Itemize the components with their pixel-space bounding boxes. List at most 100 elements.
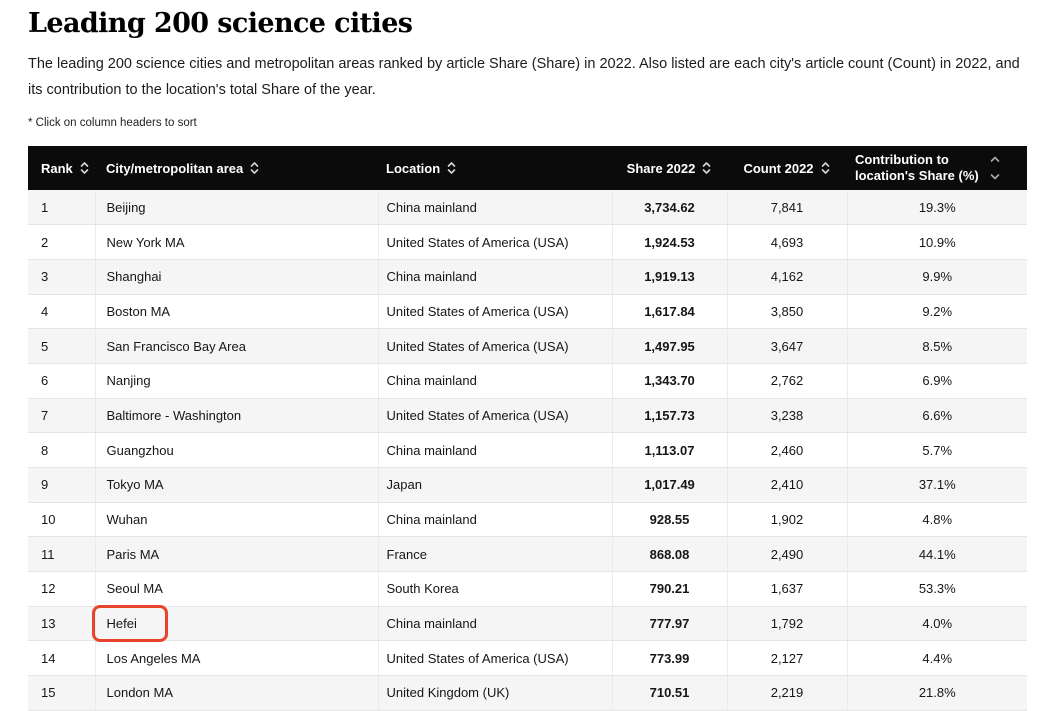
sort-icon [250,162,259,174]
science-cities-table: Rank City/metropolitan area Location Sha… [28,146,1027,711]
column-header-rank[interactable]: Rank [28,146,95,190]
table-row: 3 Shanghai China mainland 1,919.13 4,162… [28,259,1027,295]
table-row: 13 Hefei China mainland 777.97 1,792 4.0… [28,604,1027,642]
count-cell: 2,127 [726,640,847,676]
location-cell: United States of America (USA) [377,640,612,676]
table-row: 10 Wuhan China mainland 928.55 1,902 4.8… [28,502,1027,538]
column-header-contribution[interactable]: Contribution to location's Share (%) [847,146,1027,190]
rank-cell: 9 [28,467,95,503]
city-name: Nanjing [106,373,151,389]
city-name: Beijing [106,199,146,215]
table-row: 9 Tokyo MA Japan 1,017.49 2,410 37.1% [28,467,1027,503]
count-cell: 1,902 [726,502,847,538]
contribution-cell: 4.0% [846,606,1027,642]
location-cell: China mainland [377,259,612,295]
location-cell: China mainland [377,190,612,226]
column-label-share-2022: Share 2022 [626,160,696,176]
sort-note: * Click on column headers to sort [28,117,197,129]
share-cell: 1,157.73 [611,398,727,434]
column-header-share-2022[interactable]: Share 2022 [612,146,727,190]
city-name: London MA [106,685,174,701]
location-cell: United Kingdom (UK) [377,675,612,711]
city-name: San Francisco Bay Area [106,338,246,354]
city-name: Tokyo MA [106,477,164,493]
city-name: Paris MA [106,546,160,562]
column-label-location: Location [386,160,441,176]
contribution-cell: 5.7% [846,432,1027,468]
column-header-location[interactable]: Location [378,146,612,190]
city-name: Hefei [106,615,137,631]
location-cell: South Korea [377,571,612,607]
count-cell: 3,238 [726,398,847,434]
share-cell: 1,497.95 [611,328,727,364]
location-cell: China mainland [377,502,612,538]
share-cell: 1,113.07 [611,432,727,468]
city-cell: San Francisco Bay Area [94,328,378,364]
location-cell: United States of America (USA) [377,328,612,364]
column-label-count-2022: Count 2022 [743,160,814,176]
column-label-contribution-line-1: Contribution to [855,152,949,167]
count-cell: 4,162 [726,259,847,295]
sort-icon [703,162,711,174]
sort-icon [447,162,456,174]
count-cell: 1,637 [726,571,847,607]
table-row: 2 New York MA United States of America (… [28,224,1027,260]
table-row: 12 Seoul MA South Korea 790.21 1,637 53.… [28,571,1027,607]
count-cell: 3,850 [726,294,847,330]
contribution-cell: 4.8% [846,502,1027,538]
table-row: 14 Los Angeles MA United States of Ameri… [28,640,1027,676]
city-name: Guangzhou [106,442,174,458]
column-label-city: City/metropolitan area [106,160,244,176]
location-cell: China mainland [377,606,612,642]
contribution-cell: 19.3% [846,190,1027,226]
location-cell: China mainland [377,432,612,468]
city-cell: Beijing [94,190,378,226]
location-cell: Japan [377,467,612,503]
table-row: 15 London MA United Kingdom (UK) 710.51 … [28,675,1027,711]
count-cell: 2,762 [726,363,847,399]
count-cell: 2,460 [726,432,847,468]
city-cell: Tokyo MA [94,467,378,503]
contribution-cell: 53.3% [846,571,1027,607]
rank-cell: 1 [28,190,95,226]
header-row: Rank City/metropolitan area Location Sha… [28,146,1027,190]
contribution-cell: 10.9% [846,224,1027,260]
contribution-cell: 9.9% [846,259,1027,295]
share-cell: 1,617.84 [611,294,727,330]
location-cell: China mainland [377,363,612,399]
share-cell: 1,924.53 [611,224,727,260]
page-title: Leading 200 science cities [28,8,413,39]
rank-cell: 10 [28,502,95,538]
column-header-city[interactable]: City/metropolitan area [95,146,378,190]
count-cell: 2,219 [726,675,847,711]
sort-icon [821,162,829,174]
city-name: Wuhan [106,511,148,527]
city-name: Boston MA [106,303,171,319]
contribution-cell: 6.9% [846,363,1027,399]
city-cell: New York MA [94,224,378,260]
column-label-rank: Rank [41,160,73,176]
share-cell: 1,017.49 [611,467,727,503]
share-cell: 3,734.62 [611,190,727,226]
city-cell: Los Angeles MA [94,640,378,676]
page-description: The leading 200 science cities and metro… [28,52,1027,103]
city-cell: Baltimore - Washington [94,398,378,434]
rank-cell: 3 [28,259,95,295]
table-row: 8 Guangzhou China mainland 1,113.07 2,46… [28,432,1027,468]
location-cell: United States of America (USA) [377,224,612,260]
table-row: 1 Beijing China mainland 3,734.62 7,841 … [28,190,1027,226]
city-cell: Boston MA [94,294,378,330]
city-name: Los Angeles MA [106,650,201,666]
column-header-count-2022[interactable]: Count 2022 [727,146,847,190]
rank-cell: 14 [28,640,95,676]
rank-cell: 12 [28,571,95,607]
table-row: 6 Nanjing China mainland 1,343.70 2,762 … [28,363,1027,399]
contribution-cell: 8.5% [846,328,1027,364]
table-row: 4 Boston MA United States of America (US… [28,294,1027,330]
contribution-cell: 37.1% [846,467,1027,503]
city-name: Baltimore - Washington [106,407,242,423]
share-cell: 1,919.13 [611,259,727,295]
rank-cell: 11 [28,536,95,572]
rank-cell: 2 [28,224,95,260]
contribution-cell: 6.6% [846,398,1027,434]
